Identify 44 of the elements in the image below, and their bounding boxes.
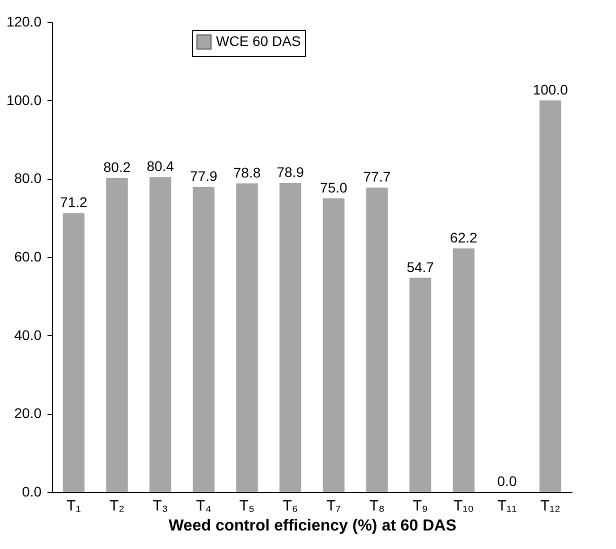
- y-tick-label: 80.0: [14, 170, 42, 186]
- bar: [452, 248, 474, 492]
- text: 80.2: [103, 158, 131, 175]
- y-tick-label: 40.0: [14, 326, 42, 343]
- bar: [192, 186, 214, 492]
- x-tick-label: T₂: [110, 498, 125, 514]
- legend-label: WCE 60 DAS: [216, 33, 301, 49]
- text: 77.9: [190, 168, 218, 184]
- y-tick-label: 120.0: [6, 14, 42, 30]
- bar: [150, 177, 172, 492]
- x-tick-label: T₁₂: [540, 498, 561, 514]
- x-tick-label: T₁₀: [453, 498, 474, 514]
- bar: [410, 278, 432, 492]
- text: 54.7: [406, 258, 434, 275]
- x-tick-label: T₆: [282, 498, 298, 514]
- x-tick-label: T₃: [152, 498, 168, 514]
- x-tick-label: T₁: [66, 498, 81, 514]
- x-tick-label: T₉: [412, 498, 428, 514]
- x-axis-title: Weed control efficiency (%) at 60 DAS: [168, 518, 457, 534]
- text: 100.0: [532, 81, 568, 98]
- text: 78.9: [276, 164, 304, 180]
- bar: [322, 198, 344, 492]
- bar: [540, 100, 562, 492]
- text: 75.0: [320, 179, 348, 196]
- x-tick-label: T₇: [326, 498, 341, 514]
- y-tick-label: 20.0: [14, 405, 42, 422]
- bar: [366, 188, 388, 492]
- bar: [236, 183, 258, 492]
- x-tick-label: T₁₁: [497, 498, 517, 514]
- x-tick-label: T₅: [239, 498, 255, 514]
- text: 77.7: [363, 168, 391, 185]
- text: 62.2: [450, 229, 478, 246]
- x-tick-label: T₈: [369, 498, 385, 514]
- y-tick-label: 0.0: [22, 484, 42, 500]
- y-tick-label: 100.0: [6, 92, 42, 108]
- bar: [280, 182, 302, 492]
- y-tick-label: 60.0: [14, 248, 42, 264]
- text: 80.4: [146, 158, 174, 174]
- text: 78.8: [233, 164, 261, 180]
- text: 71.2: [60, 194, 88, 210]
- text: 0.0: [497, 473, 517, 489]
- bar: [106, 178, 128, 492]
- bar: [62, 213, 84, 492]
- x-tick-label: T₄: [196, 498, 212, 514]
